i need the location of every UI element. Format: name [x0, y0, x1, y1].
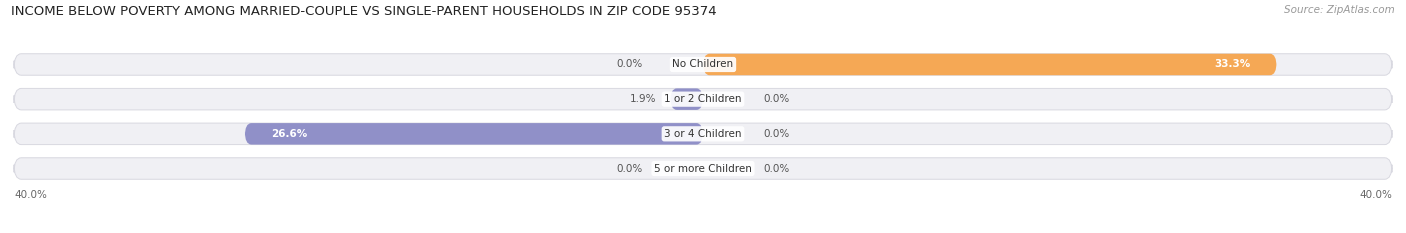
- Text: 1 or 2 Children: 1 or 2 Children: [664, 94, 742, 104]
- FancyBboxPatch shape: [14, 54, 1392, 75]
- FancyBboxPatch shape: [14, 88, 1392, 110]
- Text: 5 or more Children: 5 or more Children: [654, 164, 752, 174]
- FancyBboxPatch shape: [703, 54, 1277, 75]
- Text: 0.0%: 0.0%: [763, 94, 790, 104]
- Text: 0.0%: 0.0%: [763, 164, 790, 174]
- FancyBboxPatch shape: [14, 158, 1392, 179]
- FancyBboxPatch shape: [245, 123, 703, 145]
- Text: 0.0%: 0.0%: [763, 129, 790, 139]
- Text: 1.9%: 1.9%: [630, 94, 657, 104]
- Text: 40.0%: 40.0%: [1360, 190, 1392, 200]
- FancyBboxPatch shape: [14, 123, 1392, 145]
- Text: 26.6%: 26.6%: [271, 129, 307, 139]
- Text: 40.0%: 40.0%: [14, 190, 46, 200]
- Text: Source: ZipAtlas.com: Source: ZipAtlas.com: [1284, 5, 1395, 15]
- Text: 33.3%: 33.3%: [1215, 59, 1251, 69]
- Text: INCOME BELOW POVERTY AMONG MARRIED-COUPLE VS SINGLE-PARENT HOUSEHOLDS IN ZIP COD: INCOME BELOW POVERTY AMONG MARRIED-COUPL…: [11, 5, 717, 18]
- Text: No Children: No Children: [672, 59, 734, 69]
- Text: 3 or 4 Children: 3 or 4 Children: [664, 129, 742, 139]
- Text: 0.0%: 0.0%: [616, 59, 643, 69]
- Text: 0.0%: 0.0%: [616, 164, 643, 174]
- FancyBboxPatch shape: [671, 88, 703, 110]
